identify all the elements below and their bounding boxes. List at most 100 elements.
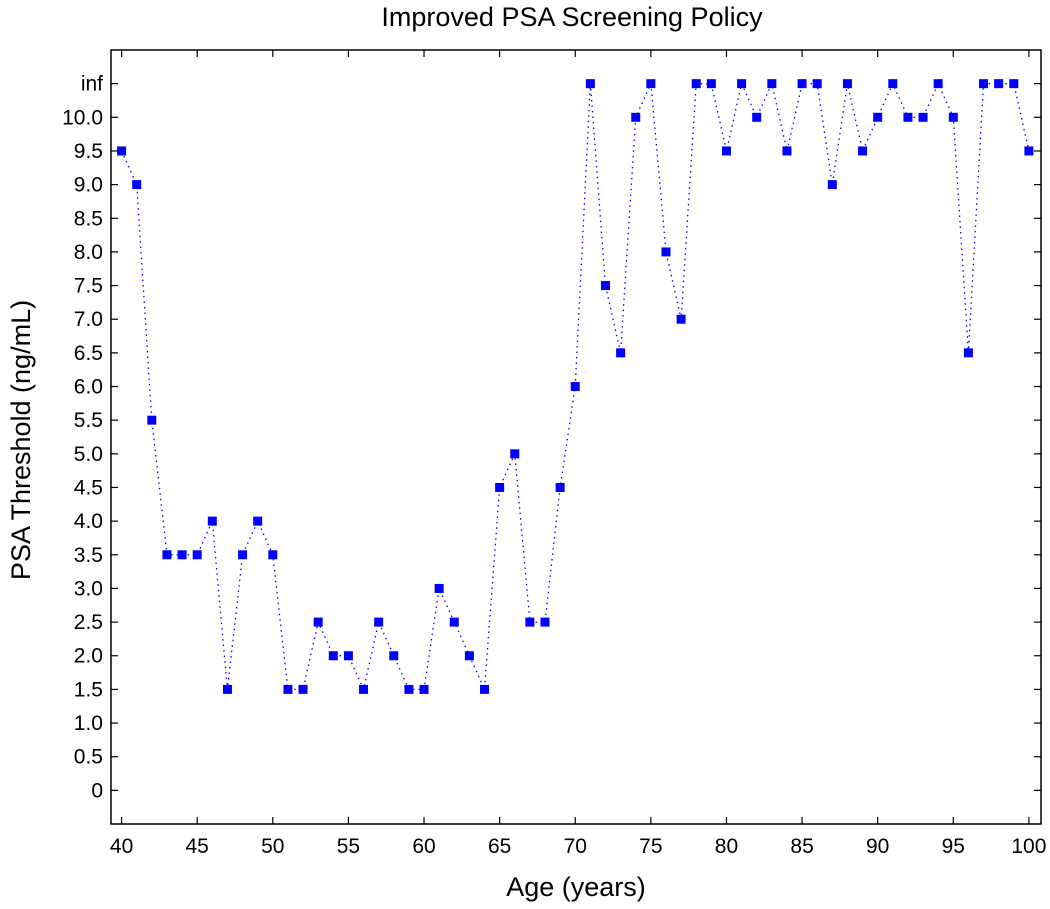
x-axis-label: Age (years) <box>506 872 646 902</box>
data-point <box>797 79 807 89</box>
series-markers-group <box>117 79 1034 694</box>
data-point <box>389 651 399 661</box>
data-point <box>737 79 747 89</box>
data-point <box>676 314 686 324</box>
data-point <box>147 415 157 425</box>
x-tick-label: 40 <box>110 835 133 858</box>
data-point <box>646 79 656 89</box>
x-axis: 40 45 50 55 60 65 70 75 80 85 90 95 100 <box>110 50 1046 858</box>
data-point <box>540 617 550 627</box>
y-tick-label: 1.0 <box>74 712 103 735</box>
data-point <box>359 684 369 694</box>
data-point <box>449 617 459 627</box>
data-point <box>873 112 883 122</box>
data-point <box>585 79 595 89</box>
data-point <box>842 79 852 89</box>
data-point <box>434 583 444 593</box>
data-point <box>903 112 913 122</box>
x-tick-label: 70 <box>564 835 587 858</box>
y-tick-label: 10.0 <box>62 106 103 129</box>
y-tick-label: inf <box>81 73 103 96</box>
data-point <box>858 146 868 156</box>
data-point <box>525 617 535 627</box>
y-axis: 0 0.5 1.0 1.5 2.0 2.5 3.0 3.5 4.0 4.5 5.0 5.5 6.0 6.5… <box>62 73 1041 802</box>
data-point <box>888 79 898 89</box>
data-point <box>1024 146 1034 156</box>
x-tick-label: 80 <box>715 835 738 858</box>
data-point <box>419 684 429 694</box>
y-tick-label: 7.5 <box>74 275 103 298</box>
y-tick-label: 9.5 <box>74 140 103 163</box>
data-point <box>268 550 278 560</box>
data-point <box>253 516 263 526</box>
y-tick-label: 1.5 <box>74 678 103 701</box>
y-tick-label: 8.0 <box>74 241 103 264</box>
y-tick-label: 5.0 <box>74 443 103 466</box>
data-point <box>918 112 928 122</box>
data-point <box>782 146 792 156</box>
x-tick-label: 50 <box>261 835 284 858</box>
data-point <box>979 79 989 89</box>
data-point <box>706 79 716 89</box>
data-point <box>767 79 777 89</box>
data-point <box>827 180 837 190</box>
data-point <box>555 482 565 492</box>
data-point <box>600 281 610 291</box>
data-point <box>238 550 248 560</box>
data-point <box>374 617 384 627</box>
x-tick-label: 75 <box>639 835 662 858</box>
data-point <box>283 684 293 694</box>
data-point <box>222 684 232 694</box>
data-point <box>298 684 308 694</box>
x-tick-label: 65 <box>488 835 511 858</box>
data-point <box>752 112 762 122</box>
data-point <box>963 348 973 358</box>
data-point <box>812 79 822 89</box>
data-point <box>721 146 731 156</box>
x-tick-label: 45 <box>186 835 209 858</box>
x-tick-label: 100 <box>1011 835 1046 858</box>
y-tick-label: 0.5 <box>74 746 103 769</box>
x-tick-label: 60 <box>412 835 435 858</box>
y-tick-label: 3.0 <box>74 577 103 600</box>
y-tick-label: 6.5 <box>74 342 103 365</box>
y-tick-label: 0 <box>91 779 103 802</box>
y-tick-label: 3.5 <box>74 544 103 567</box>
x-tick-label: 85 <box>790 835 813 858</box>
chart-title: Improved PSA Screening Policy <box>381 2 763 32</box>
y-tick-label: 5.5 <box>74 409 103 432</box>
data-point <box>177 550 187 560</box>
data-point <box>933 79 943 89</box>
y-tick-label: 7.0 <box>74 308 103 331</box>
data-point <box>207 516 217 526</box>
y-tick-label: 8.5 <box>74 207 103 230</box>
data-point <box>1009 79 1019 89</box>
plot-frame <box>110 49 1042 825</box>
data-point <box>404 684 414 694</box>
data-point <box>192 550 202 560</box>
x-tick-label: 95 <box>942 835 965 858</box>
x-tick-label: 55 <box>337 835 360 858</box>
data-point <box>510 449 520 459</box>
data-point <box>162 550 172 560</box>
data-point <box>631 112 641 122</box>
y-tick-label: 2.0 <box>74 645 103 668</box>
data-point <box>495 482 505 492</box>
y-tick-label: 4.5 <box>74 476 103 499</box>
y-tick-label: 9.0 <box>74 174 103 197</box>
x-tick-label: 90 <box>866 835 889 858</box>
data-point <box>313 617 323 627</box>
y-tick-label: 6.0 <box>74 376 103 399</box>
data-point <box>328 651 338 661</box>
data-point <box>570 382 580 392</box>
data-point <box>661 247 671 257</box>
data-point <box>948 112 958 122</box>
y-tick-label: 4.0 <box>74 510 103 533</box>
data-point <box>691 79 701 89</box>
data-point <box>132 180 142 190</box>
data-point <box>343 651 353 661</box>
data-point <box>117 146 127 156</box>
data-point <box>994 79 1004 89</box>
data-point <box>480 684 490 694</box>
